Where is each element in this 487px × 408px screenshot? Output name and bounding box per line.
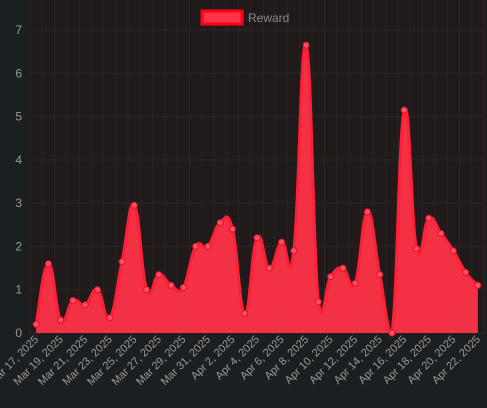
series-reward [32, 41, 482, 337]
y-tick-label: 0 [15, 326, 22, 340]
data-point[interactable] [265, 264, 273, 272]
y-tick-label: 1 [15, 283, 22, 297]
data-point[interactable] [413, 245, 421, 253]
data-point[interactable] [93, 286, 101, 294]
data-point[interactable] [462, 268, 470, 276]
data-point[interactable] [400, 106, 408, 114]
y-tick-label: 4 [15, 153, 22, 167]
data-point[interactable] [32, 320, 40, 328]
data-point[interactable] [81, 301, 89, 309]
data-point[interactable] [376, 271, 384, 279]
data-point[interactable] [302, 41, 310, 49]
y-tick-label: 5 [15, 110, 22, 124]
legend-swatch-reward [200, 9, 244, 26]
data-point[interactable] [106, 314, 114, 322]
data-point[interactable] [143, 286, 151, 294]
y-tick-label: 7 [15, 23, 22, 37]
data-point[interactable] [388, 329, 396, 337]
data-point[interactable] [118, 258, 126, 266]
y-axis: 0 1 2 3 4 5 6 7 [15, 23, 22, 340]
data-point[interactable] [57, 316, 65, 324]
data-point[interactable] [167, 281, 175, 289]
data-point[interactable] [228, 225, 236, 233]
data-point[interactable] [155, 271, 163, 279]
data-point[interactable] [339, 264, 347, 272]
data-point[interactable] [290, 247, 298, 255]
data-point[interactable] [278, 238, 286, 246]
data-point[interactable] [449, 247, 457, 255]
data-point[interactable] [204, 242, 212, 250]
data-point[interactable] [327, 273, 335, 281]
data-point[interactable] [314, 298, 322, 306]
data-point[interactable] [351, 279, 359, 287]
data-point[interactable] [437, 229, 445, 237]
data-point[interactable] [253, 234, 261, 242]
data-point[interactable] [241, 310, 249, 318]
data-point[interactable] [179, 284, 187, 292]
series-area-reward [36, 44, 478, 334]
data-point[interactable] [69, 297, 77, 305]
legend-label-reward: Reward [248, 11, 289, 25]
legend[interactable]: Reward [200, 9, 289, 26]
data-point[interactable] [474, 281, 482, 289]
data-point[interactable] [216, 219, 224, 227]
data-point[interactable] [425, 214, 433, 222]
y-tick-label: 3 [15, 196, 22, 210]
data-point[interactable] [363, 208, 371, 216]
data-point[interactable] [192, 242, 200, 250]
y-tick-label: 6 [15, 66, 22, 80]
data-point[interactable] [130, 201, 138, 209]
y-tick-label: 2 [15, 239, 22, 253]
data-point[interactable] [44, 260, 52, 268]
